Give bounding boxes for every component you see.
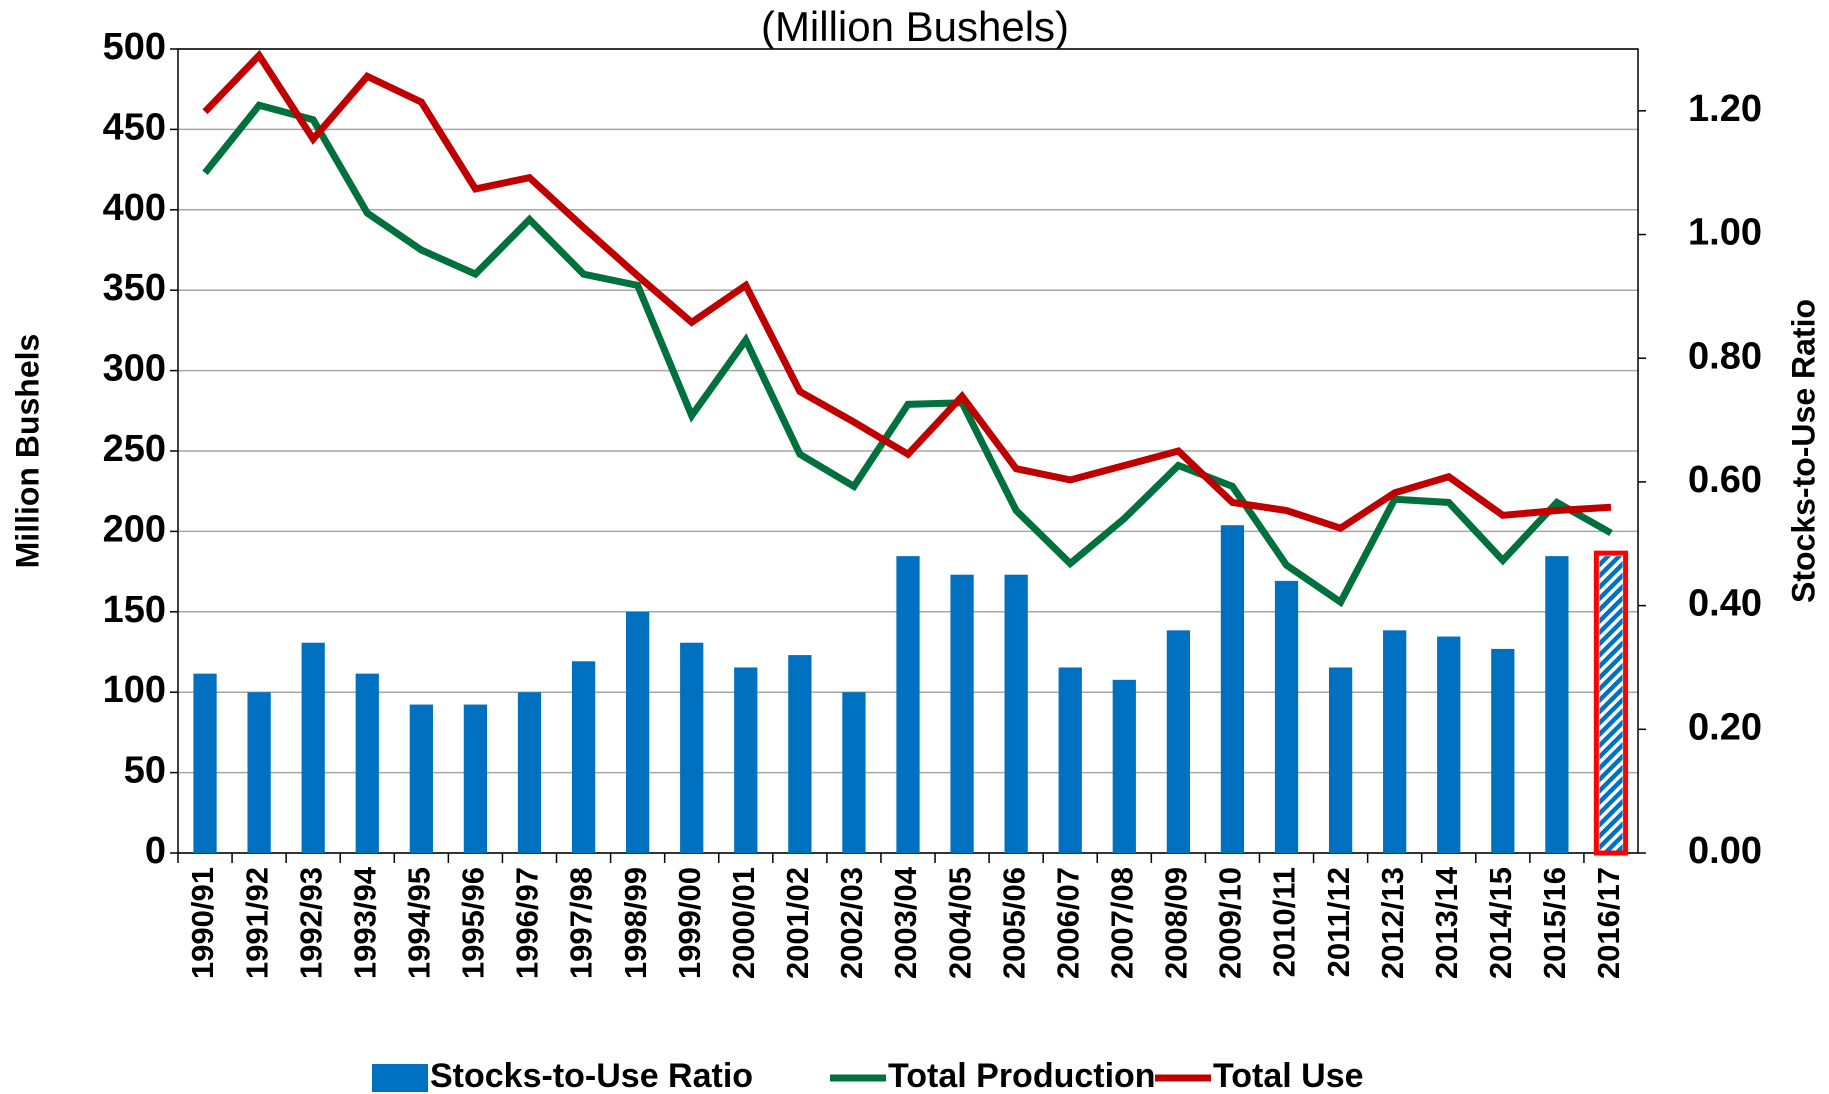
- bar: [1058, 667, 1082, 853]
- x-tick-label: 2016/17: [1591, 867, 1626, 979]
- bar: [626, 611, 650, 853]
- bar: [301, 642, 325, 853]
- bar: [193, 673, 217, 853]
- x-tick-label: 2011/12: [1321, 867, 1356, 977]
- x-tick-label: 1998/99: [618, 867, 653, 979]
- x-tick-label: 1992/93: [293, 867, 328, 979]
- x-tick-label: 1990/91: [185, 867, 220, 979]
- x-tick-label: 2001/02: [780, 867, 815, 979]
- bar: [1112, 679, 1136, 853]
- x-tick-label: 2012/13: [1375, 867, 1410, 979]
- x-tick-label: 2005/06: [996, 867, 1031, 979]
- bar: [355, 673, 379, 853]
- x-tick-label: 1997/98: [564, 867, 599, 979]
- bar: [896, 556, 920, 853]
- bar: [1166, 630, 1190, 853]
- legend-label: Total Use: [1213, 1057, 1364, 1094]
- bar: [247, 692, 271, 853]
- y-tick-label: 400: [103, 187, 166, 229]
- x-tick-label: 1996/97: [510, 867, 545, 979]
- x-tick-label: 2007/08: [1104, 867, 1139, 979]
- bar: [517, 692, 542, 853]
- x-tick-label: 2009/10: [1213, 867, 1248, 979]
- y-tick-label: 300: [103, 348, 166, 390]
- bar-highlight: [1593, 550, 1629, 856]
- y2-tick-label: 0.60: [1688, 459, 1762, 501]
- bar: [463, 704, 488, 853]
- bar: [1599, 556, 1623, 853]
- x-tick-label: 2003/04: [888, 866, 923, 979]
- line: [202, 49, 1612, 533]
- y-tick-label: 500: [103, 26, 166, 68]
- bar: [1328, 667, 1353, 853]
- bar: [788, 655, 812, 853]
- y-tick-label: 100: [103, 669, 166, 711]
- x-tick-label: 2014/15: [1483, 867, 1518, 979]
- chart-title: (Million Bushels): [761, 3, 1069, 50]
- x-tick-label: 2015/16: [1537, 867, 1572, 979]
- x-tick-label: 1991/92: [239, 867, 274, 979]
- bar: [1545, 556, 1569, 853]
- y-tick-label: 150: [103, 589, 166, 631]
- bar: [1274, 580, 1299, 853]
- line: [202, 101, 1613, 608]
- x-tick-label: 1994/95: [402, 867, 437, 979]
- x-tick-label: 2013/14: [1429, 866, 1464, 979]
- bar: [950, 574, 974, 853]
- y2-tick-label: 1.20: [1688, 88, 1762, 130]
- legend-label: Total Production: [888, 1057, 1156, 1094]
- y-axis-label: Million Bushels: [9, 334, 45, 569]
- bar: [680, 642, 704, 853]
- bar: [409, 704, 433, 853]
- y-tick-label: 350: [103, 267, 166, 309]
- y-tick-label: 0: [145, 830, 166, 872]
- x-tick-label: 2002/03: [834, 867, 869, 979]
- y2-tick-label: 0.00: [1688, 830, 1762, 872]
- x-tick-label: 1995/96: [456, 867, 491, 979]
- y2-tick-label: 0.80: [1688, 335, 1762, 377]
- y2-tick-label: 0.40: [1688, 583, 1762, 625]
- x-tick-label: 2004/05: [942, 867, 977, 979]
- x-tick-label: 1999/00: [672, 867, 707, 979]
- y-tick-label: 450: [103, 106, 166, 148]
- bar: [571, 661, 596, 853]
- bar: [1220, 525, 1245, 853]
- x-tick-label: 2008/09: [1159, 867, 1194, 979]
- y2-axis-label: Stocks-to-Use Ratio: [1785, 299, 1821, 603]
- x-tick-label: 2010/11: [1267, 867, 1302, 977]
- bar: [1437, 636, 1461, 853]
- y-tick-label: 200: [103, 508, 166, 550]
- x-tick-label: 2000/01: [726, 867, 761, 979]
- bar: [1383, 630, 1407, 853]
- bar: [842, 692, 866, 853]
- y-tick-label: 250: [103, 428, 166, 470]
- y2-tick-label: 0.20: [1688, 706, 1762, 748]
- y-tick-label: 50: [124, 750, 166, 792]
- legend-label: Stocks-to-Use Ratio: [430, 1057, 753, 1094]
- bar: [1004, 574, 1028, 853]
- bar: [734, 667, 758, 853]
- x-tick-label: 2006/07: [1050, 867, 1085, 979]
- y2-tick-label: 1.00: [1688, 212, 1762, 254]
- bar: [1491, 648, 1515, 853]
- x-tick-label: 1993/94: [347, 866, 382, 979]
- legend-swatch: [372, 1064, 428, 1092]
